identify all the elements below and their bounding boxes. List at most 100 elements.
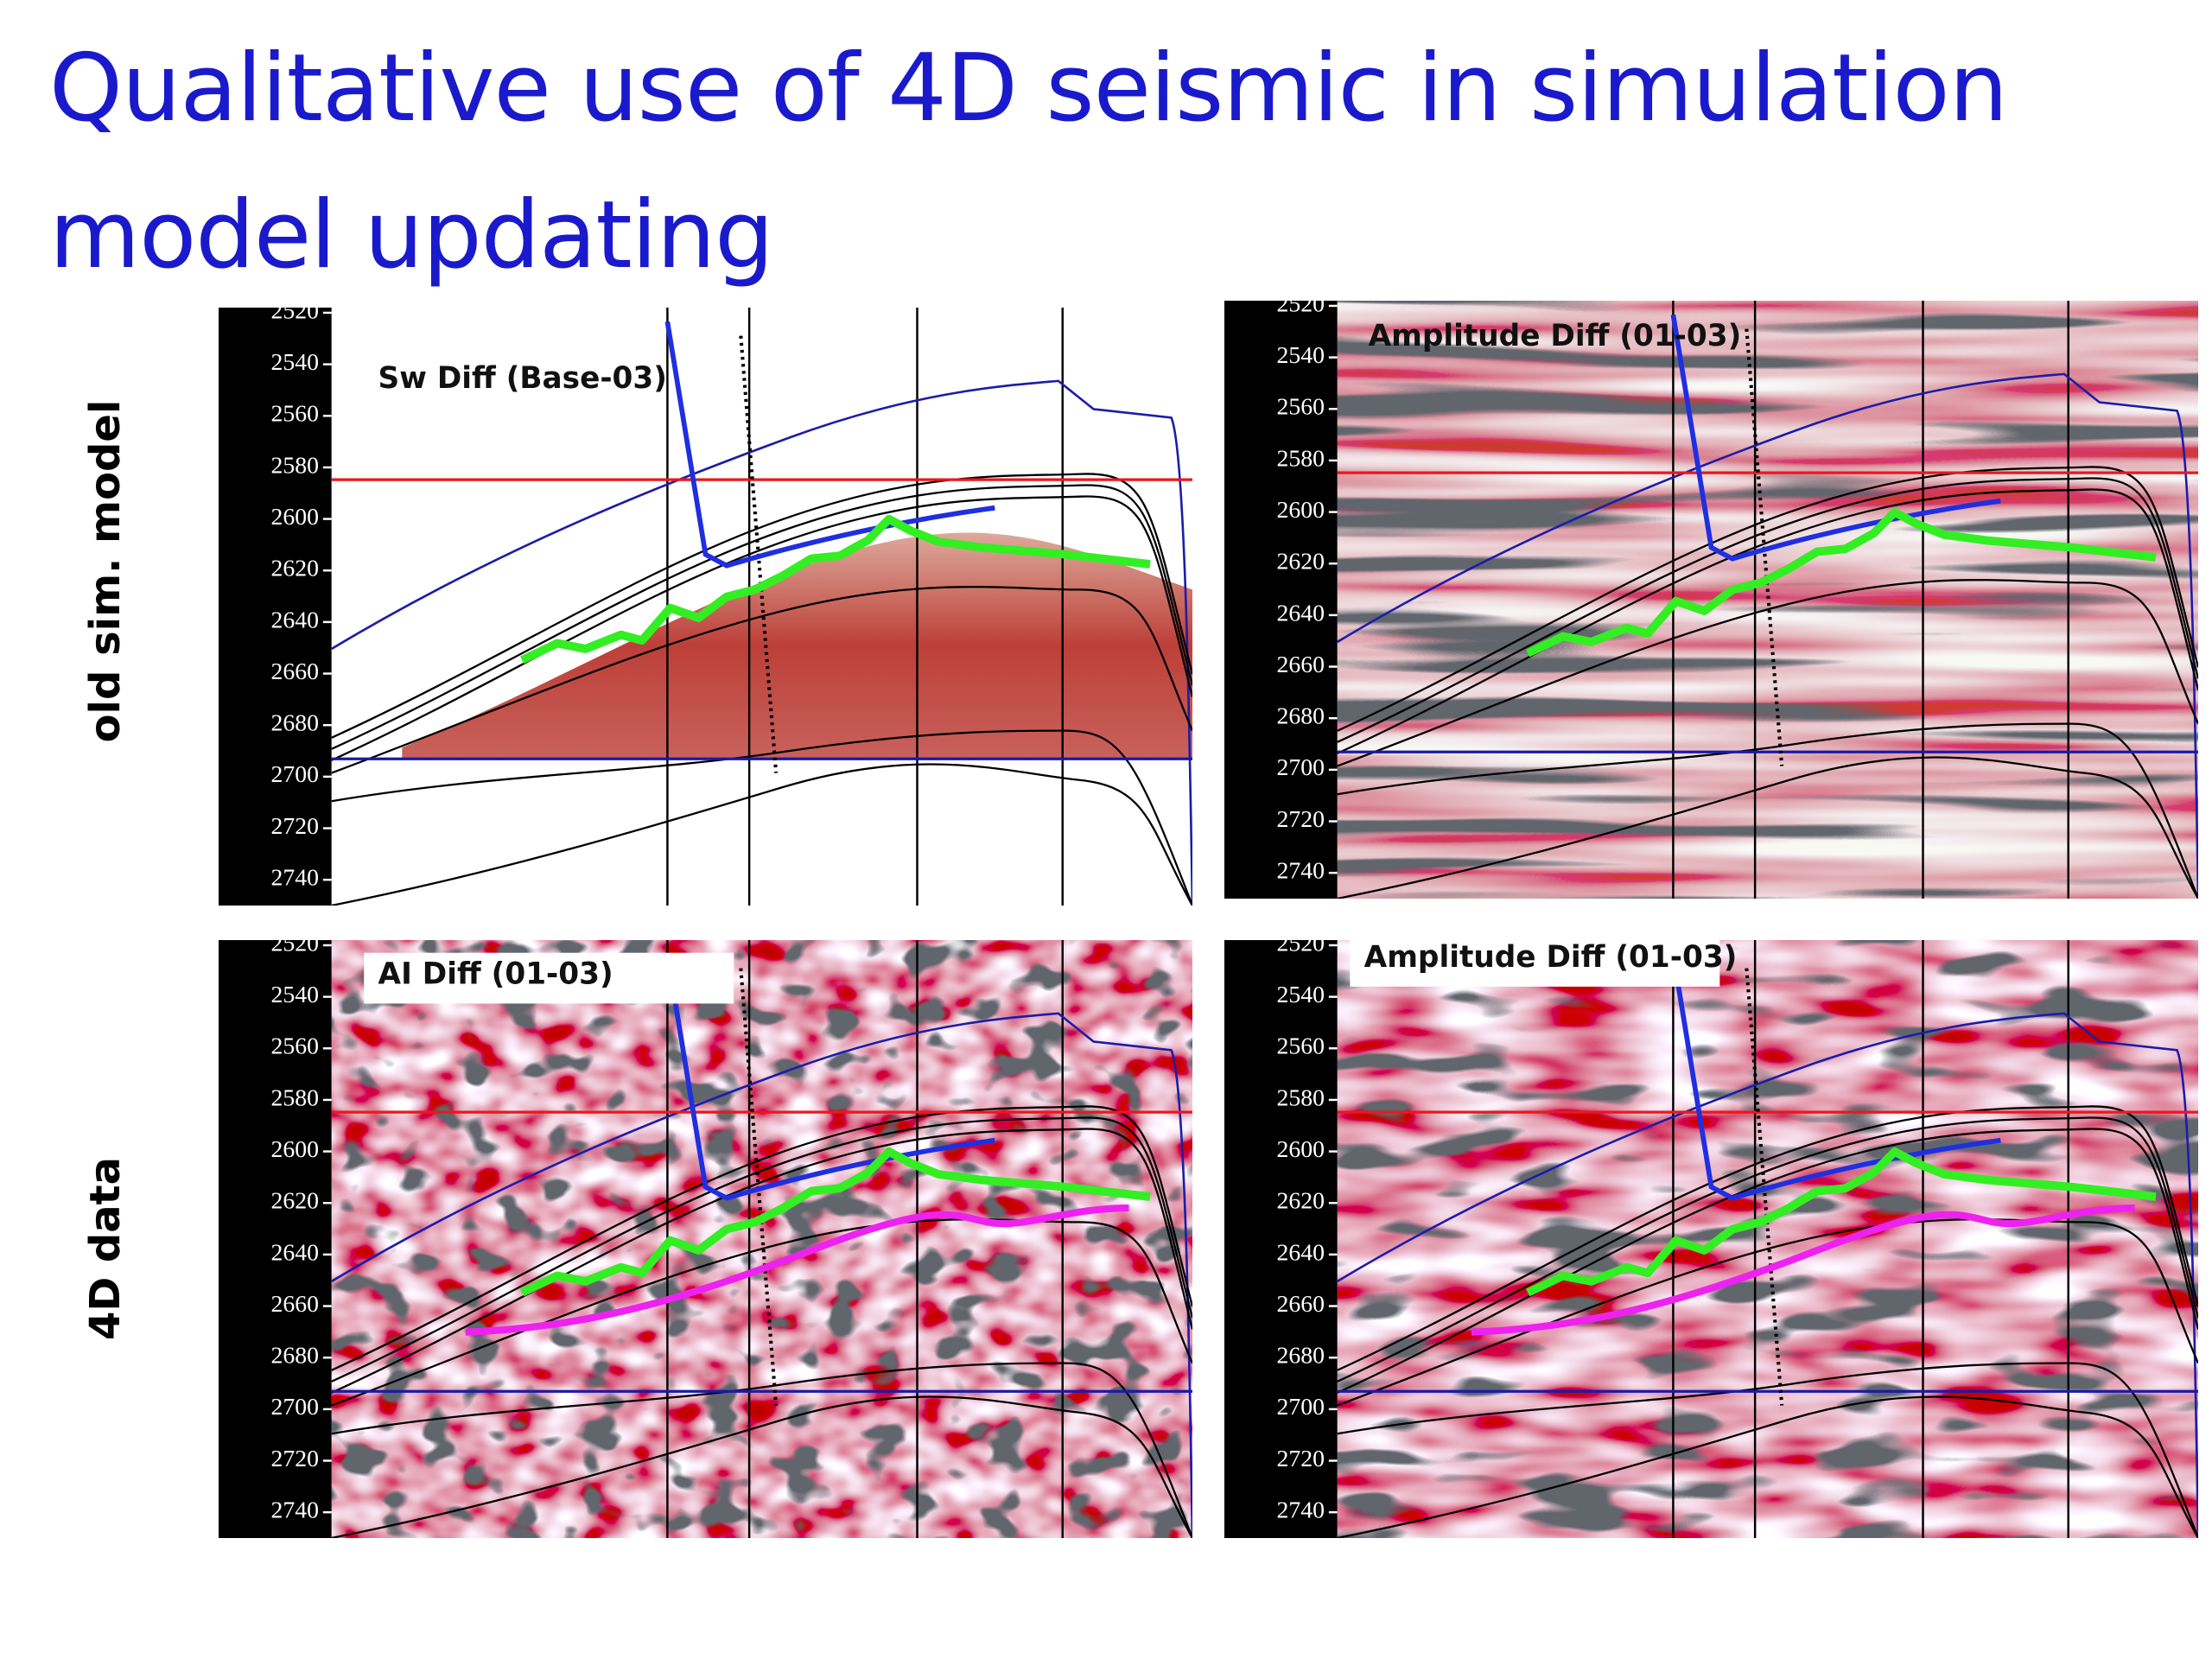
well-trajectory (664, 321, 995, 569)
tick-label: 2560 (270, 1033, 319, 1060)
horizon (1337, 579, 2198, 767)
water-front (1526, 1147, 2157, 1297)
horizon (331, 1116, 1192, 1382)
top-surface (1337, 372, 2198, 899)
horizon (1337, 1362, 2198, 1538)
image-area (1337, 301, 2198, 899)
well-trajectory (1670, 314, 2001, 562)
top-surface (1337, 1012, 2198, 1538)
row-label: old sim. model (81, 399, 130, 743)
horizon (331, 1362, 1192, 1538)
horizon (1337, 466, 2198, 732)
water-front (1526, 507, 2157, 658)
top-surface (331, 379, 1192, 906)
label-box (364, 952, 734, 1004)
tick-label: 2620 (270, 556, 319, 582)
tick-label: 2740 (270, 865, 319, 892)
axis-strip (219, 940, 332, 1538)
interpreted-front (465, 1205, 1129, 1336)
tick-label: 2540 (270, 349, 319, 376)
tick-label: 2680 (1276, 703, 1325, 730)
well-trajectory (664, 953, 995, 1201)
image-area (331, 940, 1192, 1538)
axis-strip (219, 308, 332, 906)
tick-label: 2620 (270, 1188, 319, 1215)
tick-label: 2540 (270, 982, 319, 1008)
horizon (331, 484, 1192, 750)
tick-label: 2580 (1276, 445, 1325, 472)
horizon (331, 1105, 1192, 1371)
tick-label: 2740 (1276, 858, 1325, 885)
tick-label: 2620 (1276, 1188, 1325, 1215)
tick-label: 2680 (270, 1343, 319, 1370)
tick-label: 2660 (1276, 1291, 1325, 1318)
axis-strip (1224, 940, 1338, 1538)
tick-label: 2560 (1276, 1033, 1325, 1060)
seismic-black (1337, 301, 2198, 899)
top-surface (331, 1012, 1192, 1538)
tick-label: 2540 (1276, 342, 1325, 369)
image-area (1337, 940, 2198, 1538)
tick-label: 2680 (270, 710, 319, 737)
seismic-panel: 2520 2540 2560 2580 2600 2620 2640 2660 2680 2700… (219, 940, 1192, 1538)
panel-label: Sw Diff (Base-03) (378, 361, 667, 396)
horizon (1337, 722, 2198, 899)
tick-label: 2700 (1276, 1394, 1325, 1421)
tick-label: 2680 (1276, 1343, 1325, 1370)
tick-label: 2660 (270, 1291, 319, 1318)
image-area (331, 308, 1192, 906)
tick-label: 2720 (270, 813, 319, 840)
tick-label: 2520 (1276, 301, 1325, 317)
horizon (1337, 1395, 2198, 1538)
tick-label: 2560 (1276, 394, 1325, 421)
panel-label: AI Diff (01-03) (378, 957, 613, 992)
tick-label: 2600 (270, 504, 319, 531)
tick-label: 2580 (1276, 1084, 1325, 1111)
water-front (520, 1147, 1151, 1297)
seismic-black (331, 940, 1192, 1538)
horizon (331, 729, 1192, 906)
axis-strip (1224, 301, 1338, 899)
tick-label: 2740 (270, 1497, 319, 1524)
tick-label: 2700 (270, 1394, 319, 1421)
tick-label: 2520 (1276, 940, 1325, 957)
row-label: 4D data (81, 1156, 130, 1341)
tick-label: 2600 (1276, 1136, 1325, 1163)
horizon (331, 763, 1192, 906)
well-trajectory (1670, 953, 2001, 1201)
seismic-black (1337, 940, 2198, 1538)
tick-label: 2540 (1276, 982, 1325, 1008)
tick-label: 2640 (270, 1239, 319, 1266)
tick-label: 2580 (270, 452, 319, 479)
tick-label: 2560 (270, 401, 319, 428)
panel-label: Amplitude Diff (01-03) (1364, 940, 1738, 975)
seismic-panel: 2520 2540 2560 2580 2600 2620 2640 2660 2680 2700… (1224, 301, 2198, 899)
tick-label: 2660 (1276, 652, 1325, 678)
tick-label: 2640 (1276, 1239, 1325, 1266)
tick-label: 2700 (1276, 754, 1325, 781)
seismic-panel: 2520 2540 2560 2580 2600 2620 2640 2660 2680 2700… (219, 308, 1192, 906)
tick-label: 2720 (1276, 1446, 1325, 1472)
tick-label: 2620 (1276, 549, 1325, 575)
tick-label: 2720 (1276, 806, 1325, 833)
label-box (1350, 940, 1720, 987)
tick-label: 2640 (270, 607, 319, 633)
tick-label: 2720 (270, 1446, 319, 1472)
panel-label: Amplitude Diff (01-03) (1369, 319, 1742, 353)
horizon (1337, 756, 2198, 899)
interpreted-front (1471, 1205, 2135, 1336)
tick-label: 2600 (270, 1136, 319, 1163)
horizon (331, 1395, 1192, 1538)
horizon (1337, 1105, 2198, 1371)
slide-title: Qualitative use of 4D seismic in simulat… (49, 35, 2008, 289)
tick-label: 2700 (270, 761, 319, 788)
water-front (520, 514, 1151, 664)
horizon (1337, 477, 2198, 743)
tick-label: 2740 (1276, 1497, 1325, 1524)
tick-label: 2660 (270, 658, 319, 685)
tick-label: 2600 (1276, 497, 1325, 524)
seismic-panel: 2520 2540 2560 2580 2600 2620 2640 2660 2680 2700… (1224, 940, 2198, 1538)
tick-label: 2520 (270, 940, 319, 957)
tick-label: 2640 (1276, 600, 1325, 626)
